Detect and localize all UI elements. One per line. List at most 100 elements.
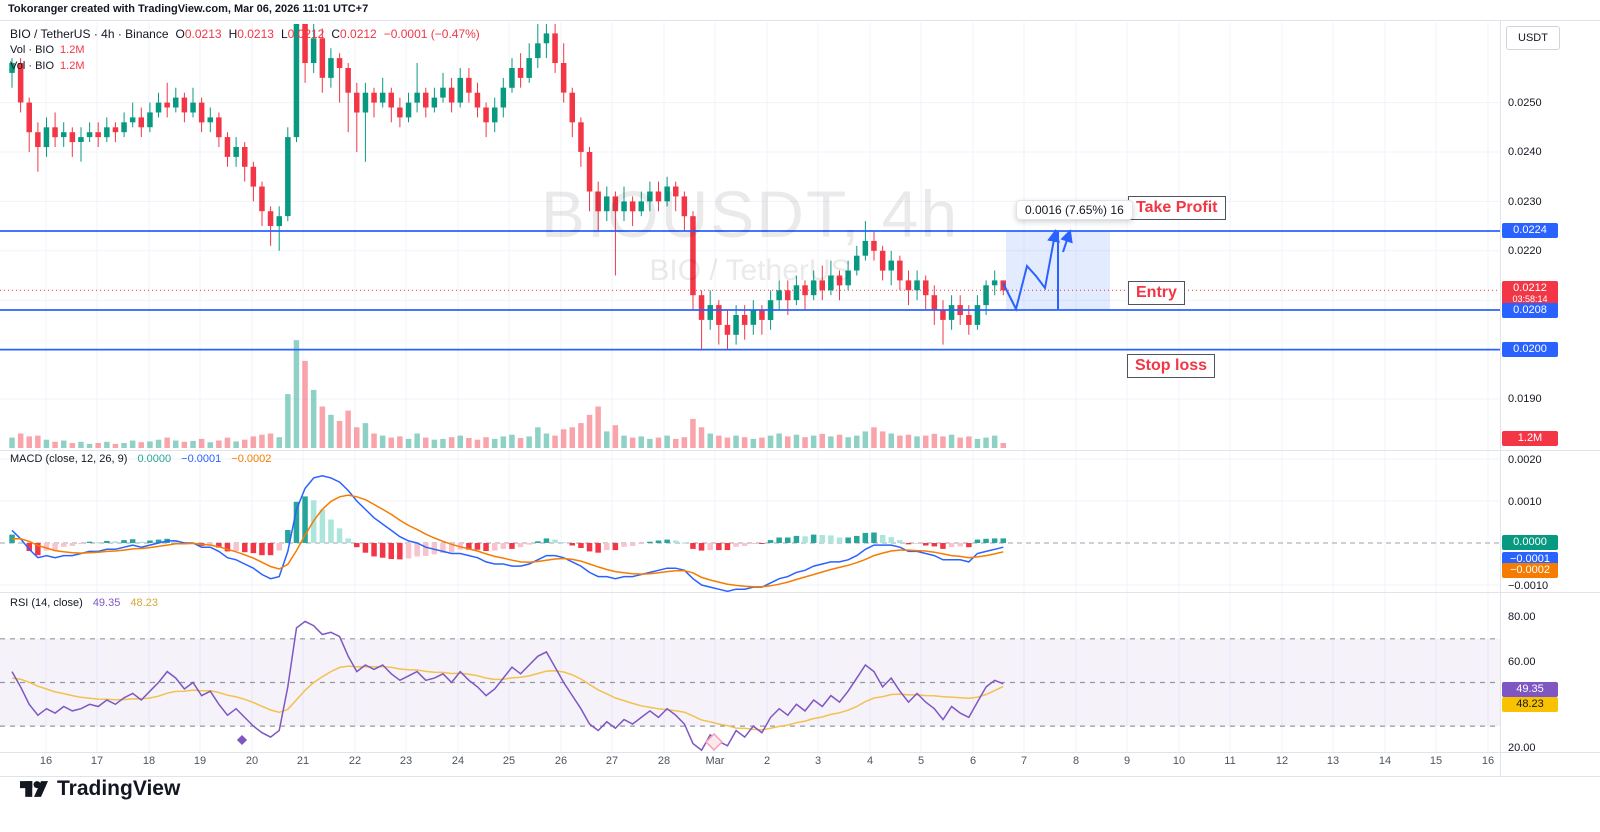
- volume-legend-2[interactable]: Vol · BIO 1.2M: [10, 60, 85, 72]
- time-axis-label: 13: [1326, 755, 1340, 767]
- time-axis-label: 14: [1378, 755, 1392, 767]
- open-key: O: [175, 27, 185, 41]
- time-axis-label: 25: [502, 755, 516, 767]
- price-axis-tick: 0.0220: [1508, 245, 1542, 257]
- rsi-oversold-marker: [704, 732, 724, 752]
- time-axis-label: 15: [1429, 755, 1443, 767]
- rsi-line: [11, 620, 1004, 752]
- price-axis-tick: 60.00: [1508, 656, 1536, 668]
- time-axis-label: 19: [193, 755, 207, 767]
- open-value: 0.0213: [184, 27, 222, 41]
- close-key: C: [331, 27, 341, 41]
- stop-loss-label[interactable]: Stop loss: [1127, 354, 1216, 378]
- tradingview-logo-text: TradingView: [57, 777, 181, 800]
- chart-canvas[interactable]: [0, 22, 1500, 754]
- price-axis-tick: 0.0230: [1508, 196, 1542, 208]
- time-axis-label: 7: [1020, 755, 1028, 767]
- header-attribution: Tokoranger created with TradingView.com,…: [8, 3, 369, 15]
- currency-button[interactable]: USDT: [1506, 26, 1560, 50]
- high-key: H: [228, 27, 238, 41]
- macd-title: MACD (close, 12, 26, 9): [10, 453, 128, 465]
- volume-legend-1[interactable]: Vol · BIO 1.2M: [10, 44, 85, 56]
- tradingview-logo-icon: [20, 781, 48, 797]
- symbol-title: BIO / TetherUS · 4h · Binance: [10, 27, 169, 41]
- macd-line-value: −0.0001: [181, 453, 222, 465]
- volume-value: 1.2M: [60, 60, 85, 72]
- rsi-ma-value: 48.23: [130, 597, 158, 609]
- time-axis-label: 18: [142, 755, 156, 767]
- volume-value: 1.2M: [60, 44, 85, 56]
- time-axis-label: 26: [554, 755, 568, 767]
- time-axis-label: 5: [917, 755, 925, 767]
- time-axis-label: 12: [1275, 755, 1289, 767]
- time-axis-label: 23: [399, 755, 413, 767]
- candles: [9, 24, 1006, 350]
- rsi-title: RSI (14, close): [10, 597, 83, 609]
- high-value: 0.0213: [237, 27, 274, 41]
- close-value: 0.0212: [340, 27, 377, 41]
- time-axis-label: 10: [1172, 755, 1186, 767]
- macd-signal-value: −0.0002: [231, 453, 272, 465]
- time-axis-divider: [0, 752, 1600, 753]
- price-axis-tick: 20.00: [1508, 742, 1536, 754]
- time-axis-label: 4: [866, 755, 874, 767]
- rsi-value: 49.35: [92, 597, 121, 609]
- price-axis-badge: 0.0000: [1502, 535, 1558, 550]
- projection-tooltip: 0.0016 (7.65%) 16: [1016, 200, 1133, 220]
- rsi-legend[interactable]: RSI (14, close) 49.35 48.23: [10, 597, 158, 609]
- time-axis-label: 3: [814, 755, 822, 767]
- price-axis-badge: 0.0208: [1502, 303, 1558, 318]
- time-axis-label: 16: [39, 755, 53, 767]
- low-value: 0.0212: [287, 27, 325, 41]
- pane-divider-macd[interactable]: [0, 450, 1600, 451]
- macd-line: [11, 475, 1004, 593]
- pane-divider-rsi[interactable]: [0, 592, 1600, 593]
- time-axis-label: 16: [1481, 755, 1495, 767]
- macd-signal-line: [12, 494, 1004, 588]
- rsi-oversold-marker: [236, 734, 248, 746]
- price-axis-badge: 1.2M: [1502, 431, 1558, 446]
- price-axis-tick: 0.0190: [1508, 393, 1542, 405]
- entry-label[interactable]: Entry: [1128, 281, 1185, 305]
- macd-histogram: [9, 496, 1006, 560]
- time-axis-label: 28: [657, 755, 671, 767]
- time-axis-label: 21: [296, 755, 310, 767]
- time-axis-label: 20: [245, 755, 259, 767]
- price-axis-badge: 0.0200: [1502, 342, 1558, 357]
- rsi-ma-line: [11, 665, 1004, 731]
- symbol-legend[interactable]: BIO / TetherUS · 4h · Binance O0.0213 H0.0…: [10, 27, 480, 41]
- header-divider: [0, 20, 1600, 21]
- low-key: L: [280, 27, 288, 41]
- volume-label: Vol · BIO: [10, 60, 55, 72]
- projection-arrow-2: [1060, 229, 1073, 253]
- volume-bars: [9, 340, 1006, 448]
- time-axis-label: 17: [90, 755, 104, 767]
- time-axis-label: 22: [348, 755, 362, 767]
- projection-path: [1002, 228, 1060, 312]
- price-axis-border: [1500, 20, 1501, 776]
- macd-hist-value: 0.0000: [137, 453, 172, 465]
- take-profit-label[interactable]: Take Profit: [1128, 196, 1226, 220]
- price-axis-badge: −0.0002: [1502, 563, 1558, 578]
- change-value: −0.0001 (−0.47%): [383, 27, 480, 41]
- price-axis-badge: 0.0224: [1502, 223, 1558, 238]
- time-axis-label: 24: [451, 755, 465, 767]
- macd-legend[interactable]: MACD (close, 12, 26, 9) 0.0000 −0.0001 −…: [10, 453, 271, 465]
- chart-bottom-border: [0, 776, 1600, 777]
- price-axis-badge: 48.23: [1502, 697, 1558, 712]
- time-axis-label: 6: [969, 755, 977, 767]
- price-axis-tick: −0.0010: [1508, 580, 1549, 592]
- price-axis-tick: 0.0240: [1508, 146, 1542, 158]
- price-axis-tick: 0.0250: [1508, 97, 1542, 109]
- tradingview-logo[interactable]: TradingView: [20, 776, 180, 802]
- price-axis-tick: 0.0020: [1508, 454, 1542, 466]
- price-axis-tick: 0.0010: [1508, 496, 1542, 508]
- time-axis-label: 27: [605, 755, 619, 767]
- time-axis-label: 2: [763, 755, 771, 767]
- price-axis-badge: 49.35: [1502, 682, 1558, 697]
- time-axis-label: 11: [1224, 755, 1236, 767]
- volume-label: Vol · BIO: [10, 44, 55, 56]
- time-axis-label: 9: [1123, 755, 1131, 767]
- time-axis-label: Mar: [705, 755, 725, 767]
